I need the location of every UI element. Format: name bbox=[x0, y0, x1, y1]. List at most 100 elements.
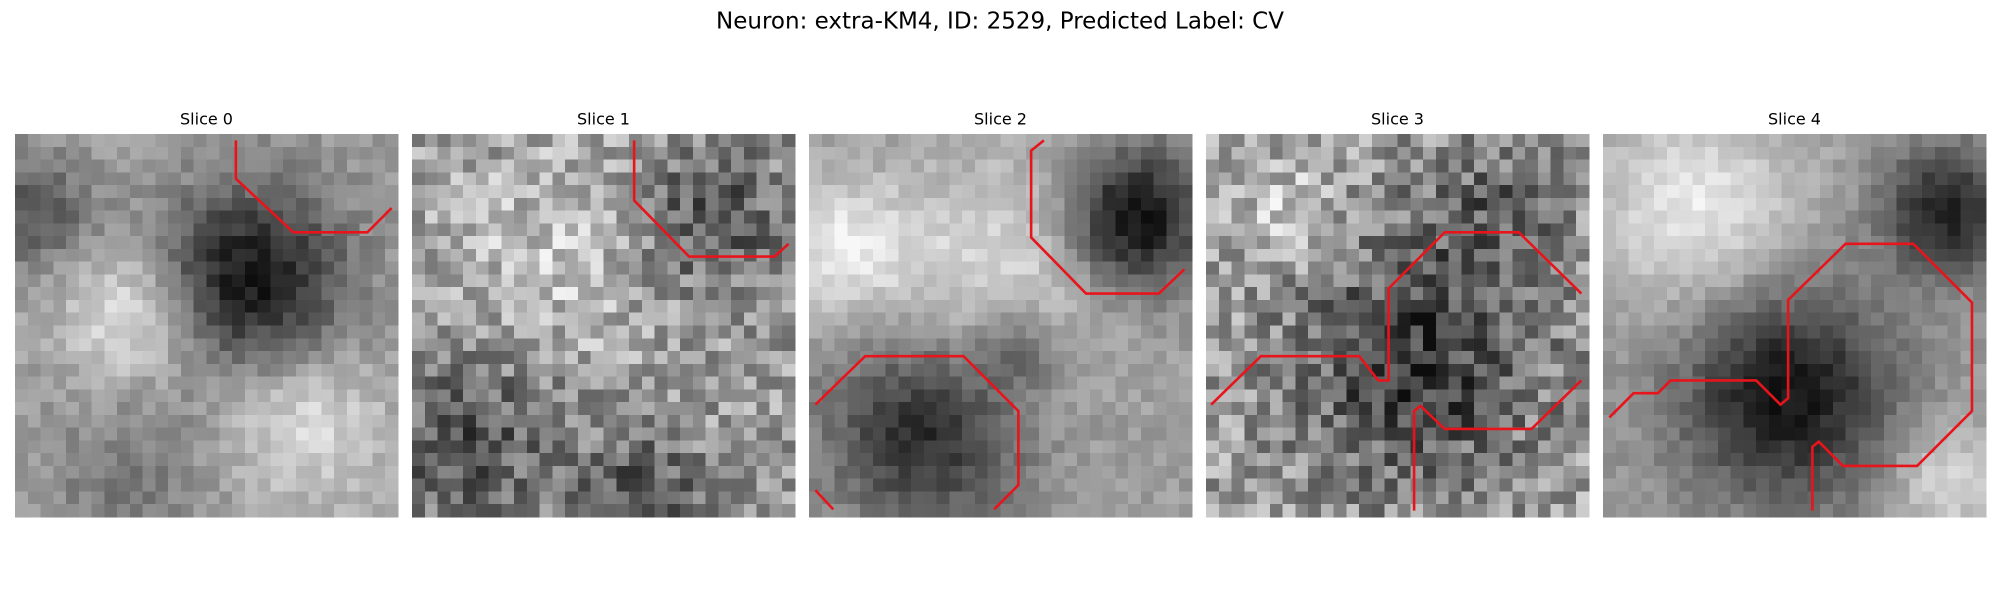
pixel bbox=[193, 338, 207, 352]
pixel bbox=[987, 478, 1001, 492]
pixel bbox=[1628, 351, 1642, 365]
pixel bbox=[412, 389, 426, 403]
pixel bbox=[1218, 338, 1233, 352]
pixel bbox=[1089, 299, 1104, 314]
pixel bbox=[565, 261, 579, 275]
pixel bbox=[1359, 210, 1373, 224]
pixel bbox=[692, 287, 707, 301]
pixel bbox=[104, 427, 118, 441]
pixel bbox=[1883, 453, 1898, 467]
pixel bbox=[1807, 172, 1821, 186]
pixel bbox=[142, 159, 156, 173]
pixel bbox=[1960, 197, 1974, 212]
pixel bbox=[1679, 261, 1693, 275]
pixel bbox=[782, 338, 796, 352]
pixel bbox=[1231, 491, 1245, 505]
pixel bbox=[1064, 440, 1078, 454]
pixel bbox=[847, 491, 861, 505]
pixel bbox=[1550, 236, 1564, 250]
pixel bbox=[577, 312, 592, 326]
pixel bbox=[1730, 453, 1744, 467]
pixel bbox=[731, 287, 745, 301]
pixel bbox=[1371, 236, 1386, 250]
pixel bbox=[1666, 312, 1681, 326]
pixel bbox=[680, 465, 694, 480]
pixel bbox=[565, 146, 579, 161]
pixel bbox=[1679, 465, 1693, 480]
pixel bbox=[1269, 402, 1284, 416]
pixel bbox=[1973, 146, 1987, 161]
pixel bbox=[756, 363, 770, 378]
pixel bbox=[219, 236, 233, 250]
pixel bbox=[308, 363, 322, 378]
pixel bbox=[1679, 248, 1693, 263]
pixel bbox=[1140, 338, 1155, 352]
pixel bbox=[270, 504, 284, 518]
pixel bbox=[1909, 338, 1923, 352]
pixel bbox=[1679, 389, 1693, 403]
pixel bbox=[180, 197, 195, 212]
pixel bbox=[782, 465, 796, 480]
pixel bbox=[1666, 274, 1681, 288]
pixel bbox=[1743, 172, 1757, 186]
pixel bbox=[1909, 351, 1923, 365]
pixel bbox=[1781, 134, 1795, 148]
pixel bbox=[692, 414, 707, 429]
pixel bbox=[1550, 185, 1564, 199]
pixel bbox=[731, 440, 745, 454]
pixel bbox=[78, 363, 93, 378]
pixel bbox=[629, 465, 643, 480]
pixel bbox=[155, 172, 169, 186]
pixel bbox=[731, 325, 745, 339]
pixel bbox=[283, 274, 297, 288]
pixel bbox=[129, 465, 144, 480]
pixel bbox=[1435, 248, 1450, 263]
pixel bbox=[847, 453, 861, 467]
pixel bbox=[949, 491, 963, 505]
pixel bbox=[1346, 210, 1360, 224]
pixel bbox=[743, 299, 758, 314]
pixel bbox=[552, 465, 566, 480]
pixel bbox=[1000, 146, 1014, 161]
pixel bbox=[539, 325, 553, 339]
pixel bbox=[1064, 376, 1078, 390]
pixel bbox=[898, 261, 912, 275]
pixel bbox=[1333, 402, 1347, 416]
pixel bbox=[1461, 210, 1475, 224]
pixel bbox=[1359, 236, 1373, 250]
pixel bbox=[1140, 197, 1155, 212]
pixel bbox=[346, 172, 361, 186]
pixel bbox=[1435, 159, 1450, 173]
pixel bbox=[1692, 491, 1706, 505]
pixel bbox=[1244, 478, 1258, 492]
pixel bbox=[1756, 299, 1770, 314]
pixel bbox=[1077, 363, 1091, 378]
pixel bbox=[834, 389, 848, 403]
pixel bbox=[53, 440, 67, 454]
pixel bbox=[1525, 504, 1539, 518]
pixel bbox=[488, 402, 502, 416]
pixel bbox=[27, 197, 42, 212]
pixel bbox=[1371, 287, 1386, 301]
pixel bbox=[1960, 465, 1974, 480]
pixel bbox=[1922, 363, 1936, 378]
pixel bbox=[1666, 261, 1681, 275]
pixel bbox=[1333, 465, 1347, 480]
pixel bbox=[1038, 185, 1053, 199]
pixel bbox=[782, 146, 796, 161]
pixel bbox=[1883, 159, 1898, 173]
pixel bbox=[1153, 376, 1167, 390]
pixel bbox=[565, 185, 579, 199]
pixel bbox=[1947, 261, 1961, 275]
pixel bbox=[1512, 465, 1526, 480]
pixel bbox=[1179, 465, 1193, 480]
pixel bbox=[1794, 351, 1808, 365]
pixel bbox=[1206, 427, 1220, 441]
pixel bbox=[1282, 248, 1296, 263]
pixel bbox=[974, 325, 989, 339]
pixel bbox=[1832, 504, 1847, 518]
pixel bbox=[463, 223, 477, 237]
pixel bbox=[1026, 389, 1040, 403]
pixel bbox=[1832, 299, 1847, 314]
pixel bbox=[743, 210, 758, 224]
